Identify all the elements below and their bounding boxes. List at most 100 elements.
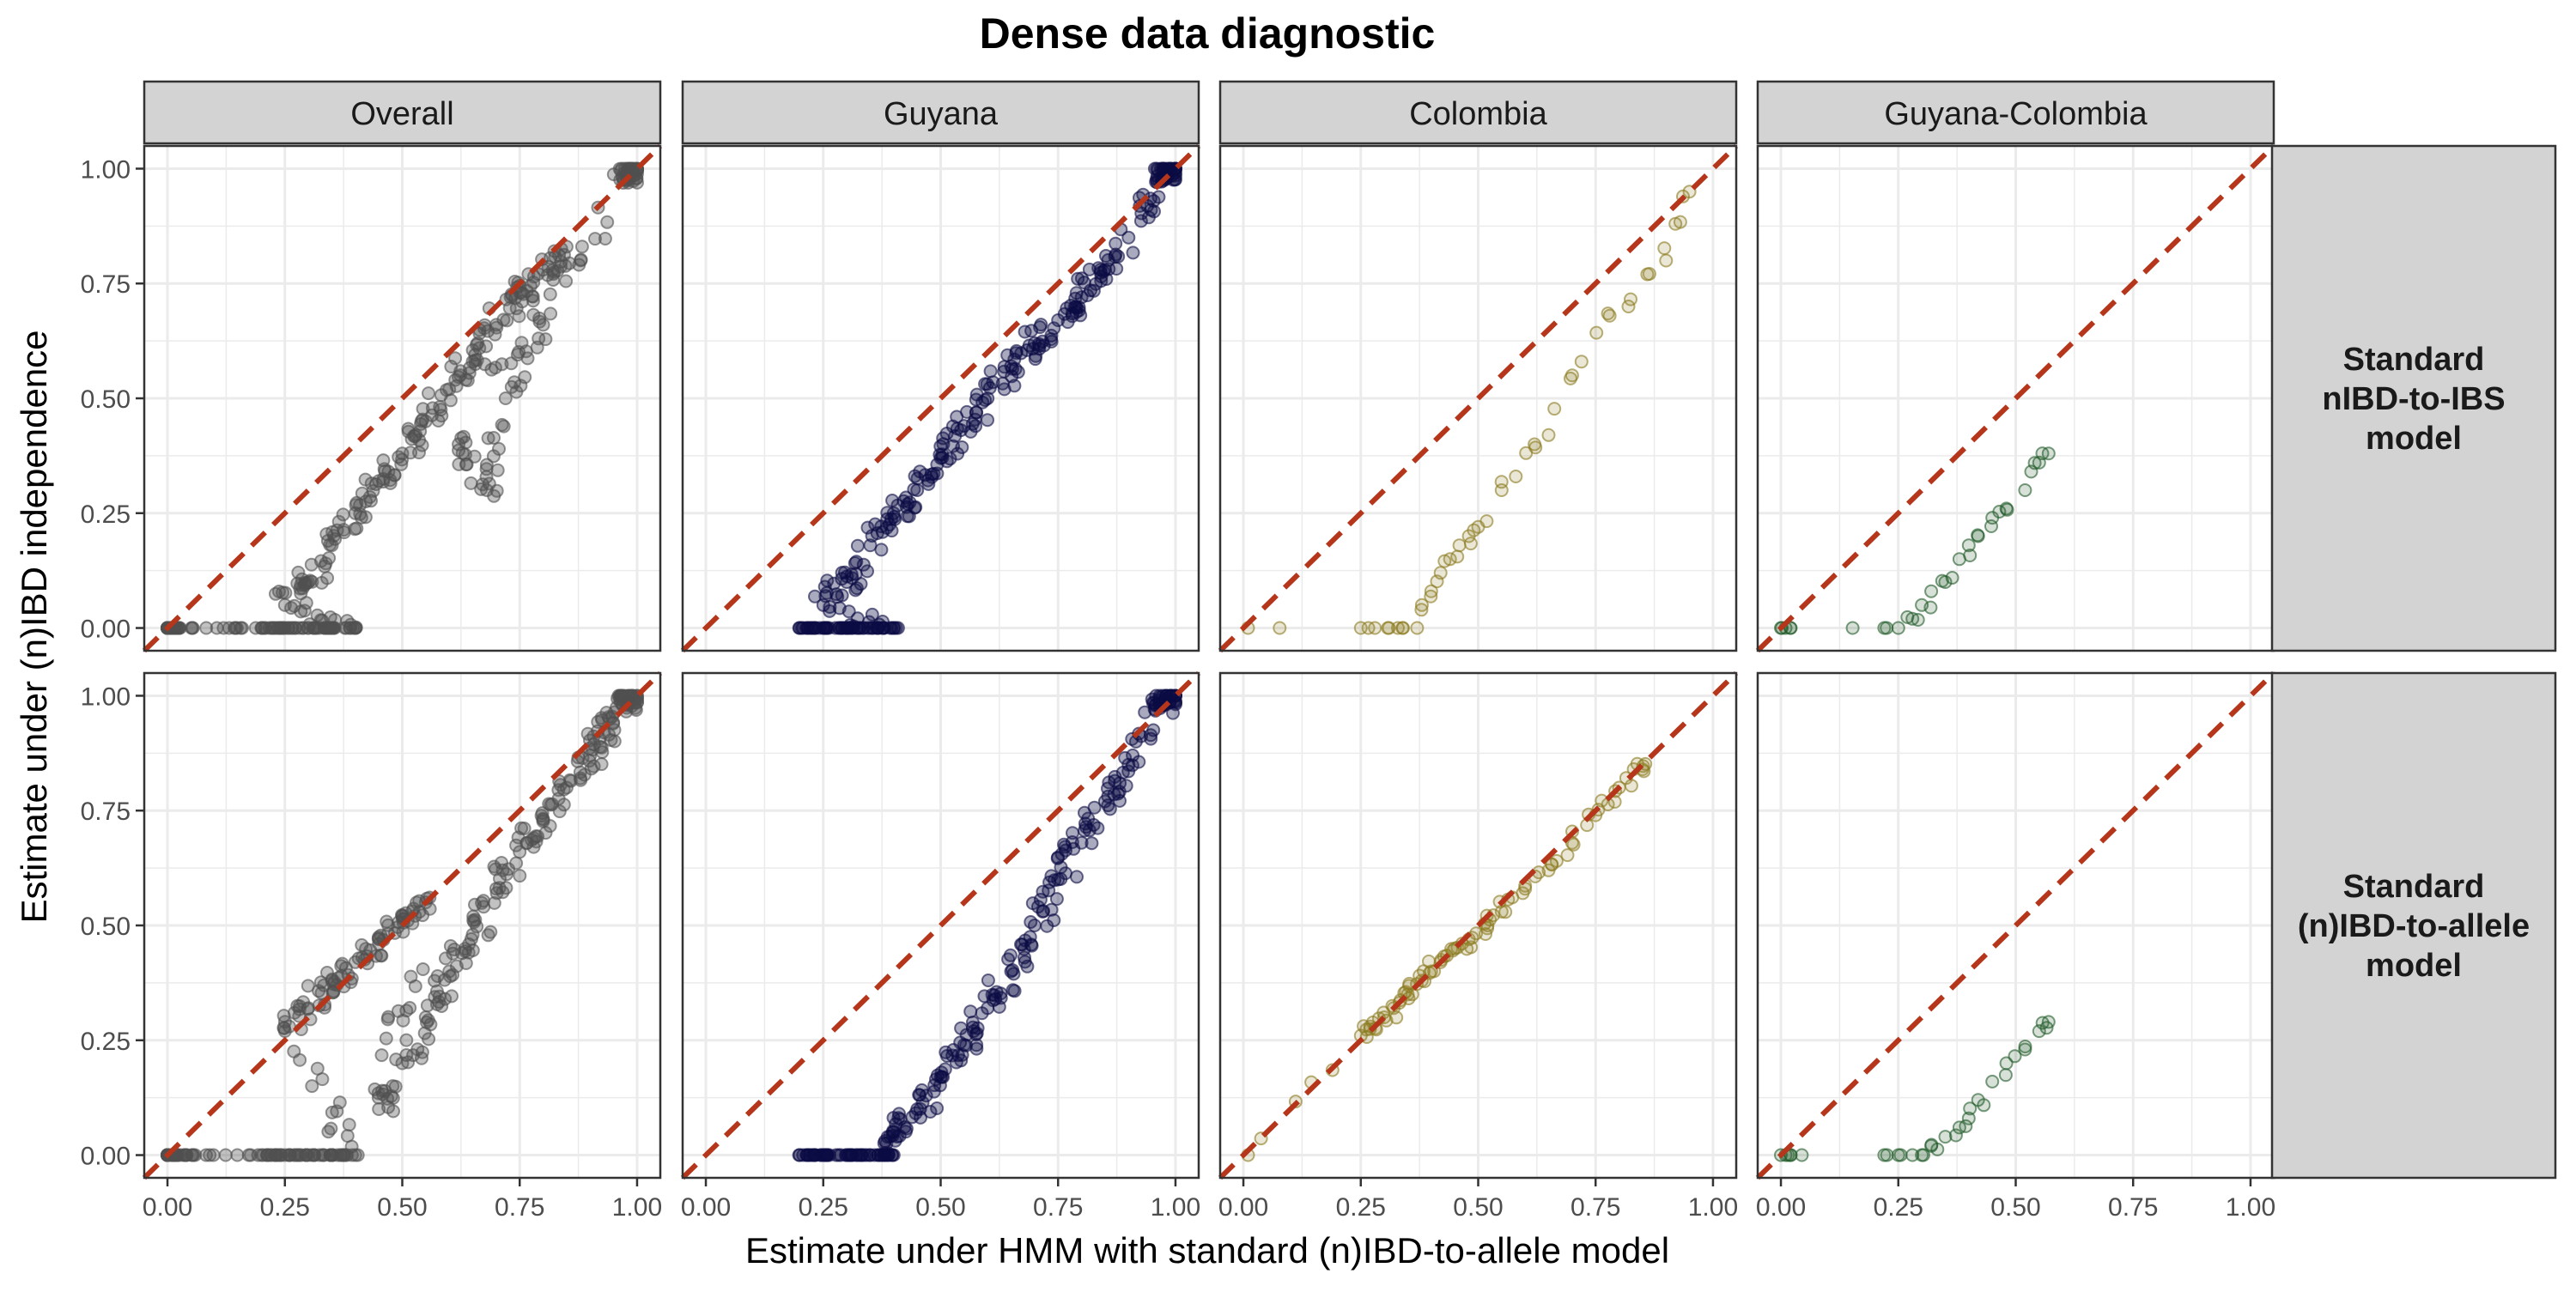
data-point [923,1105,938,1119]
data-point [222,621,236,635]
identity-reference-line [1755,670,2276,1180]
points-group [1774,1015,2056,1162]
data-point [387,468,402,482]
strip-background [2270,671,2557,1180]
data-point [404,446,418,460]
panel-colombia-row0 [1218,143,1739,653]
data-point [293,581,307,596]
data-point [1938,1130,1953,1144]
data-point [1845,621,1860,635]
data-point [376,453,391,468]
x-tick-label: 0.25 [1336,1193,1386,1222]
data-point [285,621,300,635]
data-point [857,621,872,635]
data-point [399,1004,414,1018]
data-point [1018,325,1032,339]
data-point [1977,1098,1991,1113]
identity-reference-line [142,670,663,1180]
identity-reference-line [1218,670,1739,1180]
data-point [1000,348,1015,362]
data-point [1036,884,1050,899]
data-point [604,733,618,747]
data-point [588,232,602,246]
x-tick-label: 1.00 [1151,1193,1200,1222]
data-point [1566,837,1581,852]
column-strip-overall: Overall [143,80,662,145]
x-tick-label: 0.25 [799,1193,848,1222]
data-point [467,915,482,930]
data-point [394,457,409,471]
data-point [865,607,879,622]
data-point [1273,621,1287,635]
x-axis-label: Estimate under HMM with standard (n)IBD-… [745,1230,1669,1271]
data-point [986,993,1000,1008]
data-point [1624,292,1637,306]
data-point [476,477,490,492]
data-point [823,600,837,614]
data-point [281,621,295,635]
panel-colombia-row1 [1218,670,1739,1180]
data-point [439,951,453,966]
x-tick-label: 0.00 [1218,1193,1268,1222]
data-point [600,215,615,229]
data-point [418,1010,433,1024]
data-point [305,1148,319,1162]
data-point [818,621,833,635]
data-point [1111,249,1126,264]
data-point [850,611,865,626]
data-point [412,433,427,447]
data-point [1049,892,1064,907]
x-tick-label: 0.00 [143,1193,192,1222]
data-point [284,601,299,616]
data-point [1642,267,1656,281]
data-point [573,765,587,779]
data-point [540,268,555,282]
data-point [1074,271,1089,286]
data-point [875,615,890,628]
data-point [1121,764,1136,779]
data-point [301,1002,315,1016]
data-point [914,1083,929,1097]
data-point [320,571,335,585]
data-point [520,351,535,366]
data-point [444,360,459,373]
data-point [982,380,997,395]
points-group [1241,185,1697,635]
y-tick-label: 0.75 [81,270,131,299]
data-point [386,1104,400,1119]
data-point [496,419,511,434]
data-point [950,409,964,424]
data-point [1509,470,1523,483]
data-point [185,621,199,635]
data-point [468,348,483,362]
strip-label: Guyana-Colombia [1884,96,2148,132]
data-point [880,506,895,520]
data-point [887,621,902,635]
data-point [981,413,994,428]
data-point [1998,1068,2013,1083]
identity-reference-line [1755,143,2276,653]
data-point [1948,1128,1963,1143]
data-point [792,1148,806,1162]
data-point [545,797,559,811]
data-point [276,1021,291,1035]
data-point [495,357,509,372]
data-point [406,1048,421,1063]
data-point [532,314,547,329]
data-point [254,621,269,635]
data-point [1109,262,1124,276]
data-point [1905,1148,1920,1162]
data-point [1031,337,1046,351]
data-point [544,306,558,321]
data-point [1007,984,1022,998]
data-point [430,997,444,1011]
data-point [959,1038,974,1052]
data-point [885,1148,900,1162]
data-point [511,830,526,845]
data-point [1078,816,1092,831]
x-tick-label: 0.50 [377,1193,427,1222]
data-point [1961,538,1976,553]
data-point [464,931,478,946]
data-point [1093,263,1108,277]
data-point [2008,1049,2022,1064]
